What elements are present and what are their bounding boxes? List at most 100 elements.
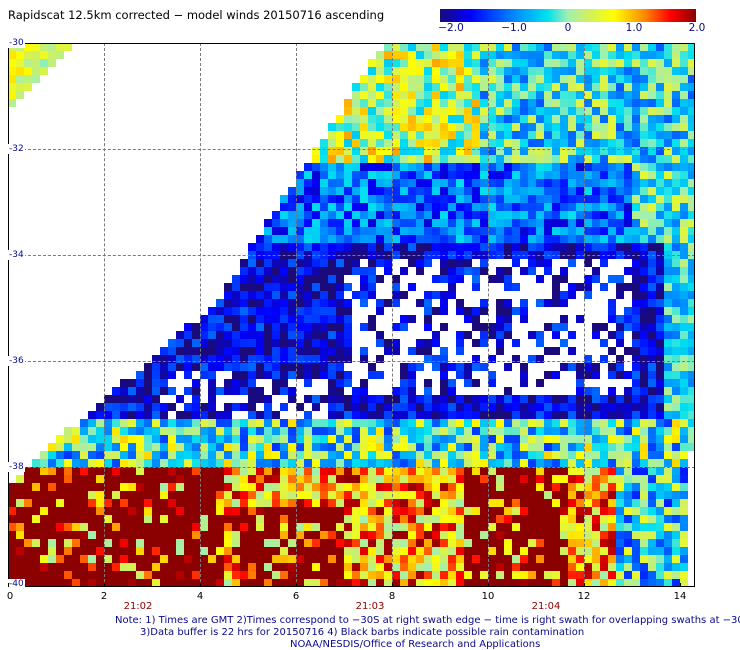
wind-cell <box>616 131 624 139</box>
wind-cell <box>352 219 360 227</box>
wind-cell <box>344 323 352 331</box>
wind-cell <box>344 235 352 243</box>
wind-cell <box>632 339 640 347</box>
wind-cell <box>488 155 496 163</box>
wind-cell <box>344 355 352 363</box>
wind-cell <box>656 563 664 571</box>
wind-cell <box>608 411 616 419</box>
wind-cell <box>184 571 192 579</box>
wind-cell <box>680 523 688 531</box>
wind-cell <box>512 179 520 187</box>
wind-cell <box>200 435 208 443</box>
wind-cell <box>232 539 240 547</box>
wind-cell <box>480 491 488 499</box>
wind-cell <box>544 395 552 403</box>
wind-cell <box>592 579 600 587</box>
wind-cell <box>360 147 368 155</box>
wind-cell <box>200 467 208 475</box>
wind-cell <box>528 91 536 99</box>
wind-cell <box>496 419 504 427</box>
wind-cell <box>96 427 104 435</box>
wind-cell <box>640 123 648 131</box>
wind-cell <box>672 211 680 219</box>
wind-cell <box>560 59 568 67</box>
wind-cell <box>680 163 688 171</box>
wind-cell <box>304 483 312 491</box>
wind-cell <box>248 339 256 347</box>
wind-cell <box>568 91 576 99</box>
wind-cell <box>624 491 632 499</box>
wind-cell <box>656 363 664 371</box>
wind-cell <box>136 499 144 507</box>
wind-cell <box>280 363 288 371</box>
wind-cell <box>592 323 600 331</box>
wind-cell <box>552 139 560 147</box>
wind-cell <box>576 483 584 491</box>
wind-cell <box>424 507 432 515</box>
wind-cell <box>472 459 480 467</box>
wind-cell <box>264 571 272 579</box>
wind-cell <box>200 515 208 523</box>
wind-cell <box>368 403 376 411</box>
wind-cell <box>96 563 104 571</box>
x-label-10: 10 <box>481 591 495 602</box>
wind-cell <box>528 547 536 555</box>
wind-cell <box>344 515 352 523</box>
wind-cell <box>504 507 512 515</box>
wind-cell <box>256 363 264 371</box>
wind-cell <box>328 403 336 411</box>
wind-cell <box>544 267 552 275</box>
wind-cell <box>640 507 648 515</box>
wind-cell <box>448 443 456 451</box>
wind-cell <box>488 115 496 123</box>
wind-cell <box>368 59 376 67</box>
wind-cell <box>416 411 424 419</box>
wind-cell <box>552 171 560 179</box>
wind-cell <box>280 499 288 507</box>
wind-cell <box>664 315 672 323</box>
x-label-8: 8 <box>388 591 396 602</box>
wind-cell <box>496 211 504 219</box>
wind-cell <box>384 491 392 499</box>
wind-cell <box>496 395 504 403</box>
wind-cell <box>656 163 664 171</box>
wind-cell <box>656 59 664 67</box>
wind-cell <box>248 491 256 499</box>
wind-cell <box>328 427 336 435</box>
wind-cell <box>656 299 664 307</box>
wind-cell <box>400 411 408 419</box>
wind-cell <box>544 571 552 579</box>
wind-cell <box>680 75 688 83</box>
wind-cell <box>672 483 680 491</box>
wind-cell <box>384 91 392 99</box>
wind-cell <box>328 491 336 499</box>
wind-cell <box>528 179 536 187</box>
wind-cell <box>272 451 280 459</box>
wind-cell <box>424 307 432 315</box>
wind-cell <box>232 355 240 363</box>
wind-cell <box>592 59 600 67</box>
wind-cell <box>688 403 695 411</box>
wind-cell <box>640 323 648 331</box>
wind-cell <box>624 515 632 523</box>
wind-cell <box>560 363 568 371</box>
wind-cell <box>320 579 328 587</box>
wind-cell <box>96 435 104 443</box>
wind-cell <box>400 531 408 539</box>
wind-cell <box>576 379 584 387</box>
wind-cell <box>576 451 584 459</box>
wind-cell <box>616 163 624 171</box>
wind-cell <box>640 547 648 555</box>
wind-cell <box>544 435 552 443</box>
wind-cell <box>544 467 552 475</box>
wind-cell <box>496 59 504 67</box>
wind-cell <box>472 315 480 323</box>
wind-cell <box>72 483 80 491</box>
wind-cell <box>200 579 208 587</box>
wind-cell <box>456 203 464 211</box>
wind-cell <box>448 139 456 147</box>
wind-cell <box>144 547 152 555</box>
wind-cell <box>576 523 584 531</box>
wind-cell <box>304 267 312 275</box>
wind-cell <box>408 91 416 99</box>
